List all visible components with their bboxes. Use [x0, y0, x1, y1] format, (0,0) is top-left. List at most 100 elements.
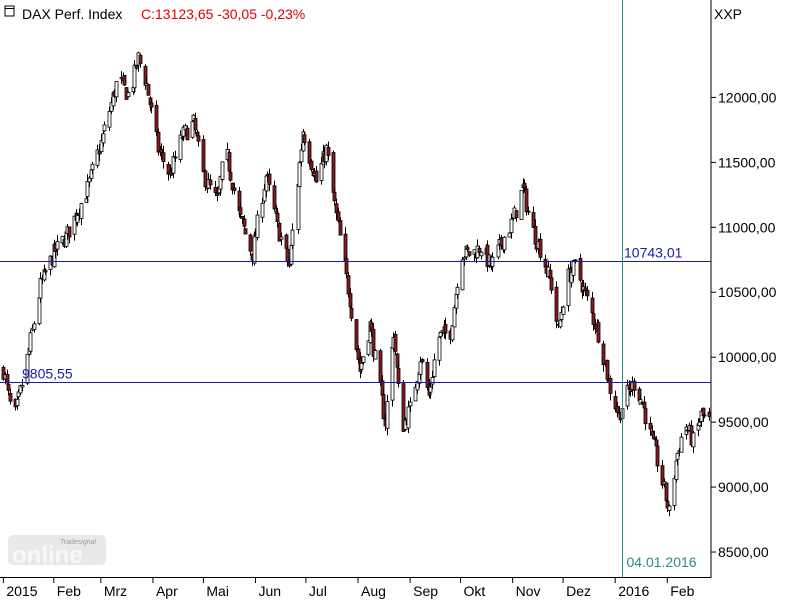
candle-up: [413, 386, 418, 402]
candle-down: [531, 212, 536, 228]
candle-up: [79, 203, 84, 219]
candle-down: [344, 258, 349, 275]
candle-down: [642, 401, 647, 409]
candle-up: [55, 241, 60, 250]
candle-up: [566, 268, 571, 306]
candle-down: [314, 170, 319, 183]
candle-down: [526, 210, 531, 213]
candle-down: [348, 293, 353, 308]
watermark-box: [8, 535, 106, 565]
candle-up: [571, 260, 576, 276]
series-name: DAX Perf. Index: [22, 6, 122, 22]
candle-down: [608, 377, 613, 394]
candle-down: [578, 258, 583, 281]
candle-down: [5, 373, 10, 384]
candle-up: [171, 156, 176, 174]
candle-up: [126, 92, 131, 97]
candle-up: [385, 401, 390, 429]
candle-up: [667, 505, 672, 511]
candle-down: [467, 251, 472, 256]
candle-down: [655, 445, 660, 467]
candle-down: [275, 213, 280, 222]
candle-down: [138, 54, 143, 64]
date-cursor-label: 04.01.2016: [627, 554, 697, 570]
candle-down: [702, 414, 707, 417]
candle-down: [643, 408, 648, 425]
candle-up: [38, 277, 43, 299]
candle-up: [319, 162, 324, 181]
candle-up: [697, 421, 702, 426]
candle-up: [625, 384, 630, 407]
candle-up: [297, 162, 302, 187]
candle-down: [242, 218, 247, 227]
x-tick-label: Aug: [361, 583, 386, 599]
candle-up: [672, 477, 677, 506]
candle-up: [178, 134, 183, 160]
candle-up: [28, 332, 33, 352]
candle-down: [664, 482, 669, 502]
candle-down: [232, 187, 237, 191]
candle-down: [590, 297, 595, 314]
candle-down: [591, 313, 596, 325]
candle-up: [132, 64, 137, 89]
candle-down: [393, 333, 398, 352]
y-tick-label: 10000,00: [718, 349, 777, 365]
candle-up: [32, 323, 37, 331]
x-tick-label: 2015: [6, 583, 37, 599]
candle-up: [432, 359, 437, 377]
candle-down: [267, 173, 272, 185]
candle-up: [279, 236, 284, 240]
candle-up: [675, 452, 680, 460]
candle-down: [332, 191, 337, 202]
candle-down: [420, 359, 425, 363]
candle-down: [524, 188, 529, 213]
candle-down: [632, 380, 637, 391]
candle-up: [509, 218, 514, 234]
candle-up: [418, 361, 423, 375]
candle-up: [260, 202, 265, 218]
horizontal-lines-group[interactable]: 10743,01 9805,55: [0, 245, 711, 383]
candle-up: [430, 377, 435, 385]
y-tick-label: 8500,00: [718, 544, 769, 560]
window-square-icon[interactable]: [4, 5, 15, 17]
candle-up: [90, 163, 95, 171]
candle-down: [208, 179, 213, 186]
candle-up: [406, 406, 411, 429]
candle-up: [519, 190, 524, 220]
y-tick-label: 9000,00: [718, 479, 769, 495]
candle-down: [238, 207, 243, 215]
y-tick-label: 9500,00: [718, 414, 769, 430]
candle-up: [299, 149, 304, 163]
x-tick-label: Feb: [57, 583, 81, 599]
candle-down: [193, 118, 198, 131]
candle-down: [272, 185, 277, 210]
candle-down: [284, 234, 289, 249]
candle-up: [101, 133, 106, 144]
candle-down: [8, 392, 13, 402]
candle-down: [538, 238, 543, 258]
candle-down: [601, 343, 606, 366]
candle-up: [252, 236, 257, 264]
series-quote: C:13123,65 -30,05 -0,23%: [141, 6, 305, 22]
candle-up: [558, 319, 563, 328]
x-tick-label: Feb: [670, 583, 694, 599]
candle-up: [296, 183, 301, 230]
candle-up: [15, 398, 20, 407]
candle-up: [373, 350, 378, 360]
candle-down: [522, 182, 527, 189]
candle-down: [371, 328, 376, 357]
candle-up: [20, 385, 25, 388]
candle-up: [75, 214, 80, 223]
candle-up: [366, 340, 371, 355]
y-tick-label: 11000,00: [718, 219, 776, 235]
candle-down: [477, 247, 482, 254]
candle-down: [67, 226, 72, 238]
candle-down: [514, 210, 519, 218]
candle-up: [361, 356, 366, 363]
candle-down: [227, 152, 232, 172]
candle-down: [331, 152, 336, 193]
candle-down: [605, 359, 610, 380]
candle-down: [248, 234, 253, 252]
